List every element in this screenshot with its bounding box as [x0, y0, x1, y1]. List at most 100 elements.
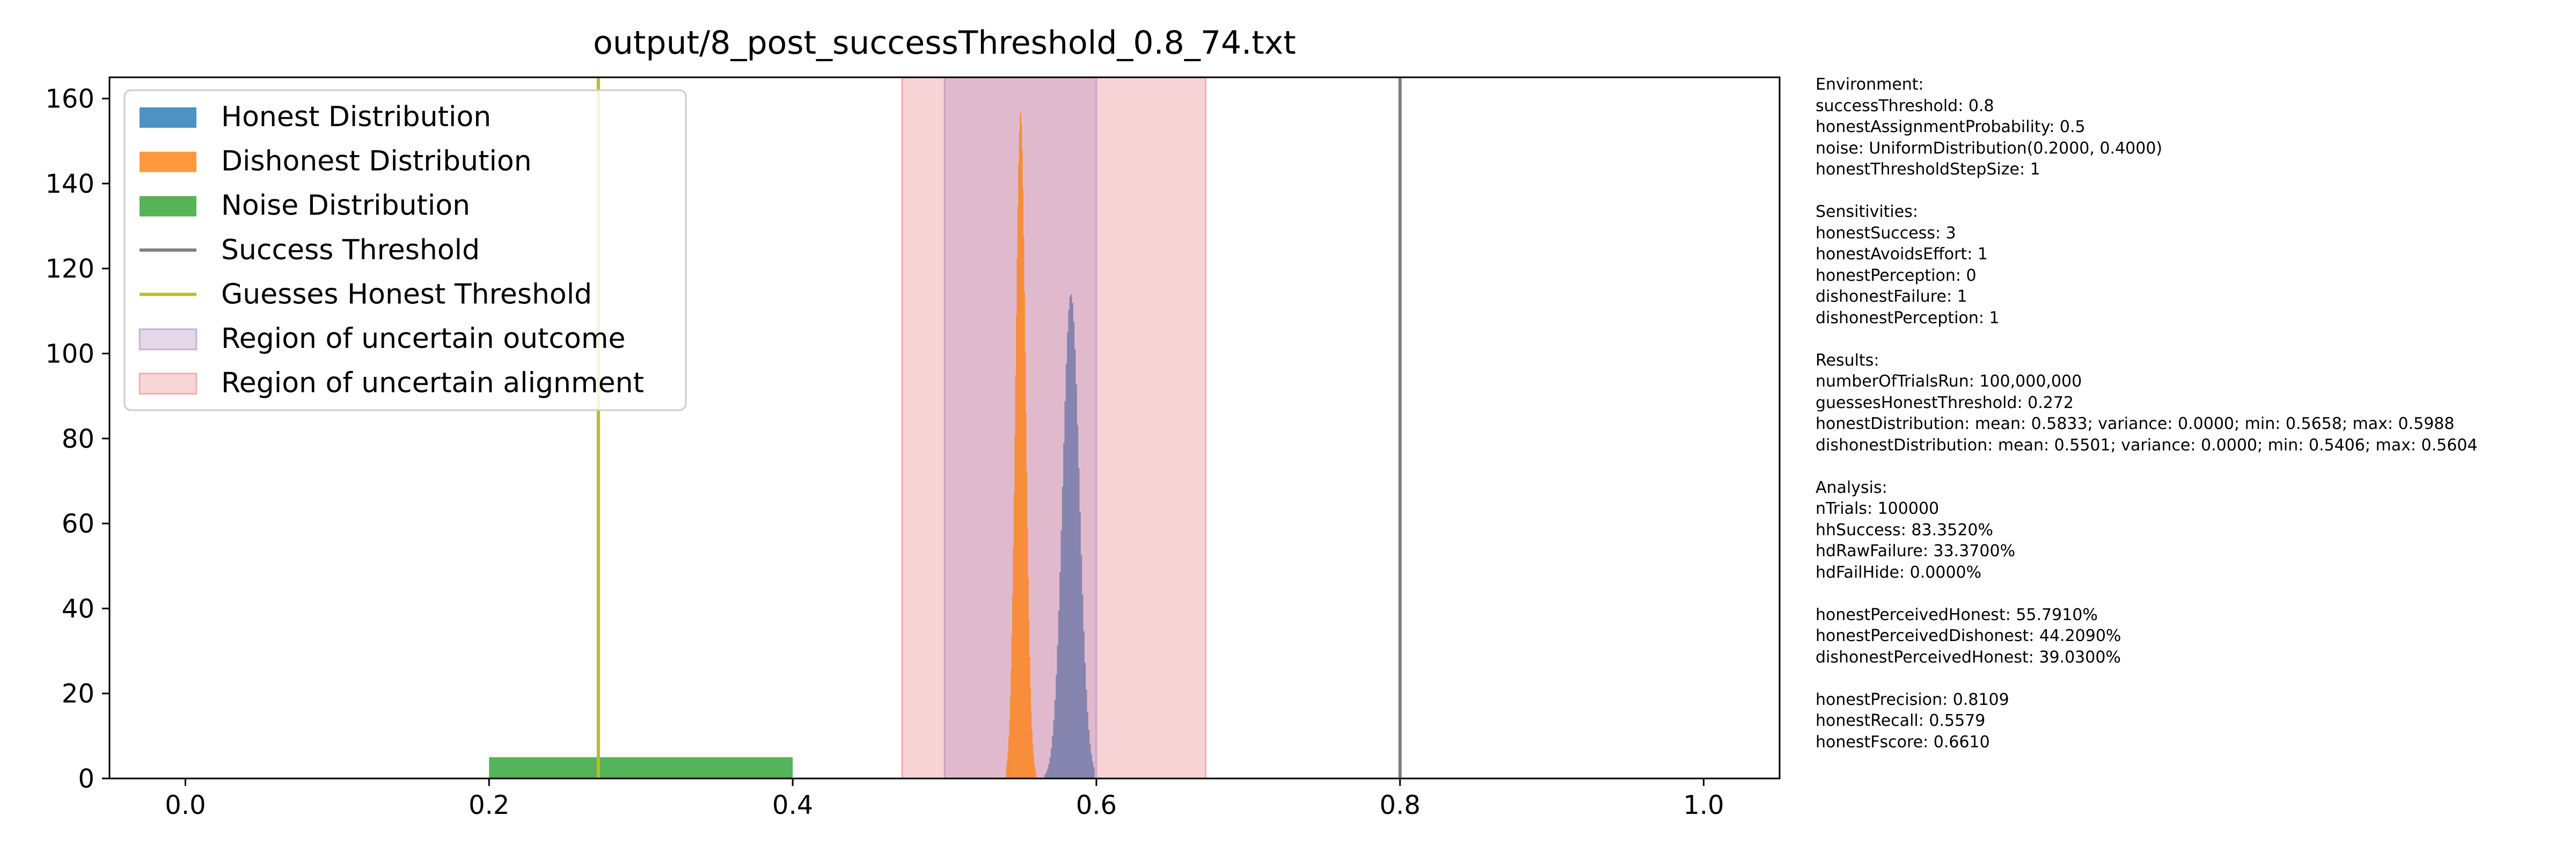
honest-histogram-bar	[1053, 720, 1055, 778]
honest-histogram-bar	[1063, 442, 1065, 778]
honest-histogram-bar	[1088, 730, 1090, 778]
honest-histogram-bar	[1064, 401, 1066, 778]
honest-histogram-bar	[1059, 572, 1061, 778]
x-tick-label: 0.2	[469, 790, 509, 820]
y-tick-label: 80	[62, 424, 94, 454]
panel-line: nTrials: 100000	[1816, 499, 1940, 518]
y-tick-label: 40	[62, 594, 94, 624]
honest-histogram-bar	[1074, 349, 1076, 778]
dishonest-histogram-bar	[1023, 237, 1024, 778]
panel-spacer	[1816, 668, 2567, 689]
honest-histogram-bar	[1078, 468, 1080, 778]
panel-line: honestAssignmentProbability: 0.5	[1816, 118, 2085, 136]
honest-histogram-bar	[1067, 332, 1069, 778]
dishonest-histogram-bar	[1008, 737, 1009, 778]
x-tick-label: 0.0	[165, 790, 206, 820]
x-tick-label: 0.8	[1380, 790, 1421, 820]
dishonest-histogram-bar	[1018, 163, 1019, 778]
legend-swatch-region	[138, 328, 197, 351]
honest-histogram-bar	[1071, 294, 1072, 778]
panel-line: hhSuccess: 83.3520%	[1816, 520, 1993, 540]
legend-label: Honest Distribution	[221, 101, 491, 133]
dishonest-histogram-bar	[1024, 352, 1026, 778]
honest-histogram-bar	[1054, 700, 1056, 778]
plot-area	[489, 76, 1402, 780]
panel-line: honestAvoidsEffort: 1	[1816, 245, 1988, 264]
legend-swatch-patch	[140, 196, 196, 217]
dishonest-histogram-bar	[1016, 257, 1018, 778]
legend-box	[123, 89, 687, 411]
dishonest-histogram-bar	[1014, 435, 1015, 778]
honest-histogram-bar	[1044, 774, 1046, 778]
panel-line: honestPrecision: 0.8109	[1816, 690, 2009, 709]
legend-label: Noise Distribution	[221, 190, 470, 222]
honest-histogram-bar	[1062, 486, 1064, 778]
y-tick-label: 120	[45, 254, 94, 284]
dishonest-histogram-bar	[1027, 527, 1028, 778]
x-tick-label: 0.6	[1076, 790, 1117, 820]
dishonest-histogram-bar	[1006, 765, 1007, 778]
panel-line: honestFscore: 0.6610	[1816, 732, 1990, 752]
dishonest-histogram-bar	[1030, 687, 1031, 778]
noise-distribution-bar	[489, 757, 793, 778]
y-tick-label: 0	[78, 764, 94, 794]
honest-histogram-bar	[1083, 631, 1085, 778]
legend-label: Dishonest Distribution	[221, 145, 532, 178]
panel-spacer	[1816, 180, 2567, 202]
honest-histogram-bar	[1056, 675, 1057, 778]
y-tick-label: 60	[62, 509, 94, 539]
dishonest-histogram-bar	[1015, 375, 1016, 778]
honest-histogram-bar	[1086, 689, 1087, 778]
dishonest-histogram-bar	[1029, 657, 1030, 778]
panel-line: dishonestFailure: 1	[1816, 287, 1967, 306]
honest-histogram-bar	[1093, 767, 1095, 778]
honest-histogram-bar	[1075, 384, 1077, 778]
honest-histogram-bar	[1068, 309, 1070, 778]
panel-line: noise: UniformDistribution(0.2000, 0.400…	[1816, 139, 2163, 158]
x-tick-label: 0.4	[772, 790, 813, 820]
honest-histogram-bar	[1077, 425, 1079, 778]
panel-spacer	[1816, 329, 2567, 350]
legend-swatch-patch	[140, 107, 196, 128]
dishonest-histogram-bar	[1031, 730, 1033, 778]
honest-histogram-bar	[1069, 296, 1071, 778]
honest-histogram-bar	[1084, 663, 1086, 778]
legend: Honest Distribution Dishonest Distributio…	[123, 89, 687, 411]
honest-histogram-bar	[1065, 363, 1067, 778]
dishonest-histogram-bar	[1034, 763, 1035, 778]
dishonest-histogram-bar	[1009, 697, 1011, 778]
honest-histogram-bar	[1072, 303, 1073, 778]
panel-line: Environment:	[1816, 75, 1924, 94]
honest-histogram-bar	[1080, 555, 1082, 778]
panel-line: dishonestPerception: 1	[1816, 308, 2000, 327]
plot-frame	[108, 76, 1781, 780]
legend-label: Guesses Honest Threshold	[221, 278, 592, 310]
honest-histogram-bar	[1048, 764, 1050, 778]
honest-histogram-bar	[1046, 769, 1049, 778]
dishonest-histogram-bar	[1035, 771, 1036, 778]
panel-line: honestPerceivedHonest: 55.7910%	[1816, 605, 2098, 624]
honest-histogram-bar	[1060, 530, 1062, 778]
panel-line: honestRecall: 0.5579	[1816, 711, 1986, 730]
honest-histogram-bar	[1050, 748, 1052, 778]
honest-histogram-bar	[1052, 736, 1053, 778]
honest-histogram-bar	[1073, 322, 1075, 778]
panel-line: honestDistribution: mean: 0.5833; varian…	[1816, 414, 2455, 433]
honest-histogram-bar	[1045, 772, 1047, 778]
honest-histogram-bar	[1079, 512, 1081, 778]
results-panel: Environment: successThreshold: 0.8 honestA…	[1816, 74, 2567, 753]
y-tick-label: 20	[62, 679, 94, 709]
region-uncertain-alignment	[901, 76, 1207, 780]
y-tick-label: 100	[45, 339, 94, 369]
panel-line: successThreshold: 0.8	[1816, 96, 1994, 115]
panel-line: honestThresholdStepSize: 1	[1816, 160, 2040, 179]
panel-spacer	[1816, 583, 2567, 605]
y-tick-label: 140	[45, 169, 94, 199]
panel-line: Results:	[1816, 351, 1879, 370]
panel-line: guessesHonestThreshold: 0.272	[1816, 393, 2074, 412]
panel-line: honestPerceivedDishonest: 44.2090%	[1816, 627, 2121, 645]
honest-histogram-bar	[1092, 761, 1094, 778]
panel-line: hdRawFailure: 33.3700%	[1816, 542, 2016, 560]
panel-line: numberOfTrialsRun: 100,000,000	[1816, 372, 2082, 391]
